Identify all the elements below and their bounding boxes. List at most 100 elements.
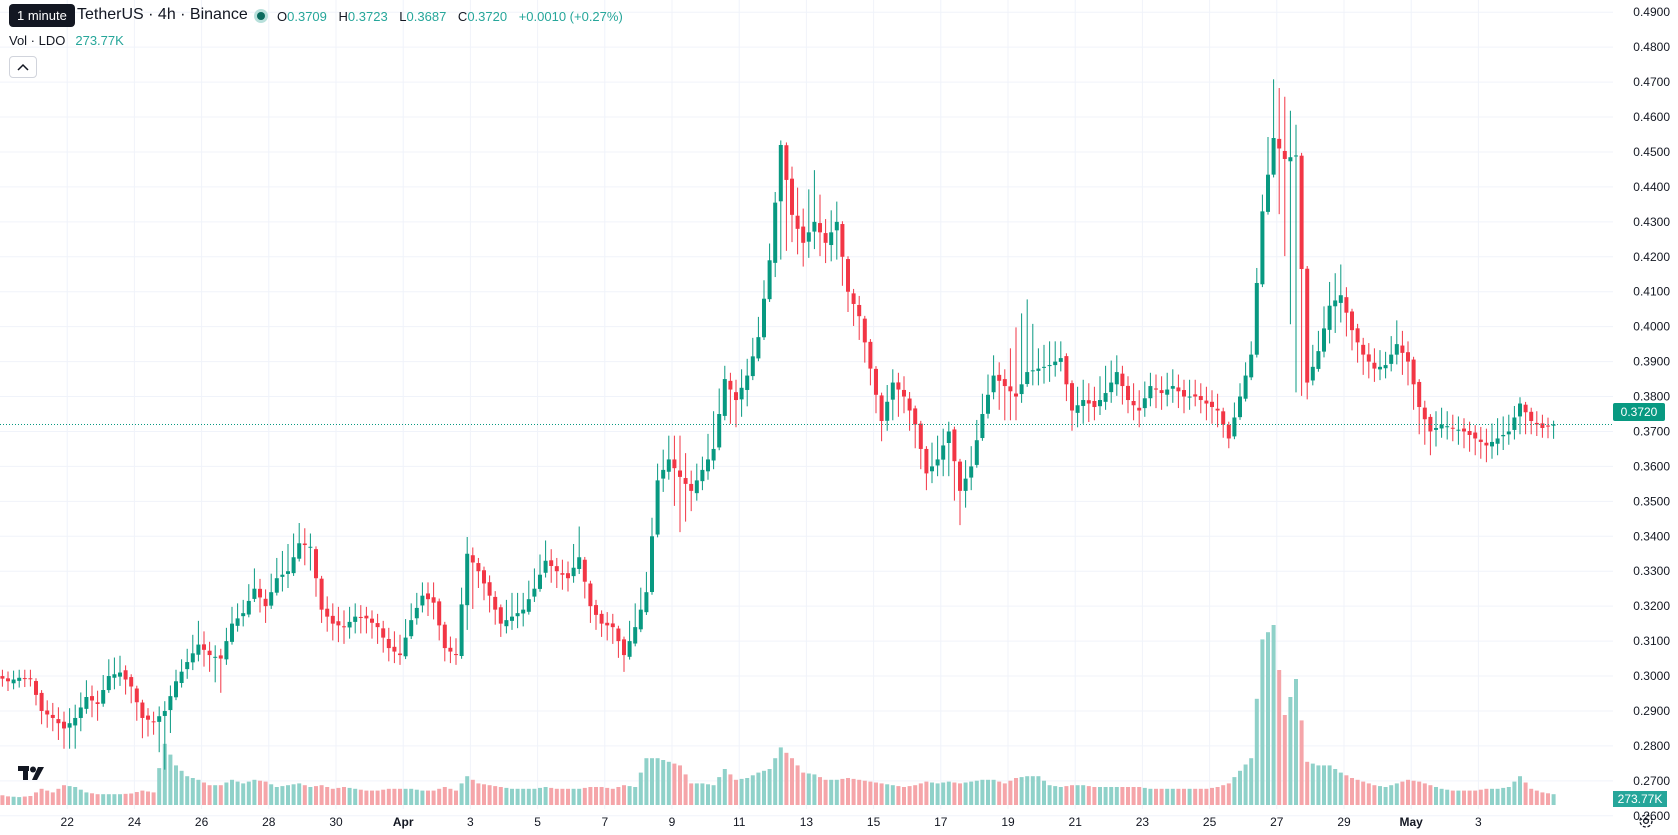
volume-bar bbox=[431, 790, 436, 805]
candle-body bbox=[409, 620, 414, 637]
volume-bar bbox=[246, 781, 251, 805]
x-tick-label: 15 bbox=[867, 815, 881, 829]
volume-bar bbox=[902, 787, 906, 805]
candle-body bbox=[918, 423, 923, 449]
candle-body bbox=[1501, 434, 1506, 437]
volume-bar bbox=[762, 770, 766, 805]
candle-body bbox=[386, 638, 391, 649]
ohlc-high: 0.3723 bbox=[347, 9, 388, 24]
volume-bar bbox=[1114, 787, 1119, 805]
candle-body bbox=[650, 536, 654, 592]
chevron-up-icon bbox=[17, 63, 29, 71]
candle-body bbox=[510, 616, 514, 621]
volume-bar bbox=[644, 758, 649, 805]
candle-body bbox=[806, 232, 811, 242]
volume-bar bbox=[538, 787, 542, 805]
volume-bar bbox=[470, 779, 475, 805]
candle-body bbox=[246, 600, 251, 615]
candle-body bbox=[616, 628, 621, 642]
candle-body bbox=[823, 233, 828, 243]
volume-bar bbox=[918, 783, 923, 805]
candle-body bbox=[862, 318, 867, 343]
candle-body bbox=[1271, 138, 1276, 175]
candle-body bbox=[515, 613, 520, 617]
volume-bars bbox=[0, 625, 1556, 805]
candle-body bbox=[588, 583, 593, 607]
candle-body bbox=[1114, 372, 1119, 385]
candle-body bbox=[258, 588, 262, 598]
x-tick-label: 22 bbox=[61, 815, 75, 829]
candle-body bbox=[851, 293, 856, 304]
candle-body bbox=[762, 298, 766, 338]
candle-body bbox=[812, 221, 817, 232]
candle-body bbox=[672, 459, 677, 469]
candle-body bbox=[381, 628, 386, 638]
volume-bar bbox=[398, 788, 402, 805]
candle-body bbox=[991, 375, 996, 393]
volume-bar bbox=[582, 787, 587, 805]
volume-bar bbox=[22, 796, 27, 805]
candle-body bbox=[1053, 361, 1058, 366]
candle-body bbox=[392, 646, 397, 652]
volume-bar bbox=[302, 785, 307, 805]
volume-bar bbox=[291, 784, 296, 805]
volume-bar bbox=[896, 786, 901, 805]
candle-body bbox=[1490, 441, 1494, 447]
tradingview-logo-icon[interactable] bbox=[18, 766, 44, 784]
volume-legend[interactable]: Vol · LDO 273.77K bbox=[9, 33, 124, 48]
candle-body bbox=[448, 647, 453, 652]
volume-bar bbox=[6, 796, 10, 805]
candle-body bbox=[95, 702, 100, 704]
ohlc-close: 0.3720 bbox=[467, 9, 508, 24]
volume-bar bbox=[95, 794, 100, 805]
volume-bar bbox=[375, 790, 380, 805]
candle-body bbox=[1109, 382, 1114, 393]
volume-bar bbox=[1014, 778, 1018, 805]
gear-icon[interactable] bbox=[1637, 812, 1655, 830]
candle-body bbox=[442, 624, 447, 649]
volume-bar bbox=[1540, 792, 1545, 805]
volume-bar bbox=[1002, 783, 1007, 805]
symbol-title[interactable]: TetherUS · 4h · Binance bbox=[77, 6, 248, 23]
candle-body bbox=[45, 710, 50, 715]
candle-body bbox=[1518, 403, 1522, 417]
candle-body bbox=[1002, 379, 1007, 387]
x-tick-label: 30 bbox=[329, 815, 343, 829]
volume-bar bbox=[1305, 761, 1310, 805]
volume-bar bbox=[801, 772, 806, 805]
volume-bar bbox=[224, 782, 229, 805]
volume-bar bbox=[1529, 788, 1534, 805]
collapse-legend-button[interactable] bbox=[9, 56, 37, 78]
volume-bar bbox=[745, 778, 750, 805]
candle-body bbox=[874, 368, 878, 395]
candle-body bbox=[963, 478, 968, 491]
candle-body bbox=[112, 674, 117, 678]
volume-bar bbox=[1126, 787, 1130, 805]
candle-body bbox=[1075, 405, 1080, 413]
candle-body bbox=[202, 644, 206, 650]
candle-body bbox=[526, 599, 531, 612]
x-tick-label: 25 bbox=[1203, 815, 1217, 829]
candle-body bbox=[1070, 383, 1074, 411]
volume-bar bbox=[946, 781, 951, 805]
volume-bar bbox=[610, 788, 615, 805]
candle-body bbox=[1103, 393, 1108, 402]
candle-body bbox=[1322, 328, 1326, 352]
x-tick-label: May bbox=[1400, 815, 1424, 829]
volume-bar bbox=[1383, 787, 1388, 805]
volume-bar bbox=[571, 788, 576, 805]
volume-bar bbox=[386, 788, 391, 805]
volume-bar bbox=[1148, 788, 1153, 805]
candle-body bbox=[1406, 352, 1410, 362]
volume-bar bbox=[1490, 788, 1494, 805]
volume-bar bbox=[812, 774, 817, 805]
volume-bar bbox=[515, 788, 520, 805]
volume-bar bbox=[1030, 776, 1035, 805]
volume-value: 273.77K bbox=[75, 33, 124, 48]
volume-bar bbox=[34, 792, 38, 805]
live-dot-icon bbox=[254, 9, 268, 23]
candle-body bbox=[1400, 345, 1405, 353]
candle-body bbox=[1215, 408, 1220, 411]
candle-body bbox=[1260, 211, 1265, 285]
